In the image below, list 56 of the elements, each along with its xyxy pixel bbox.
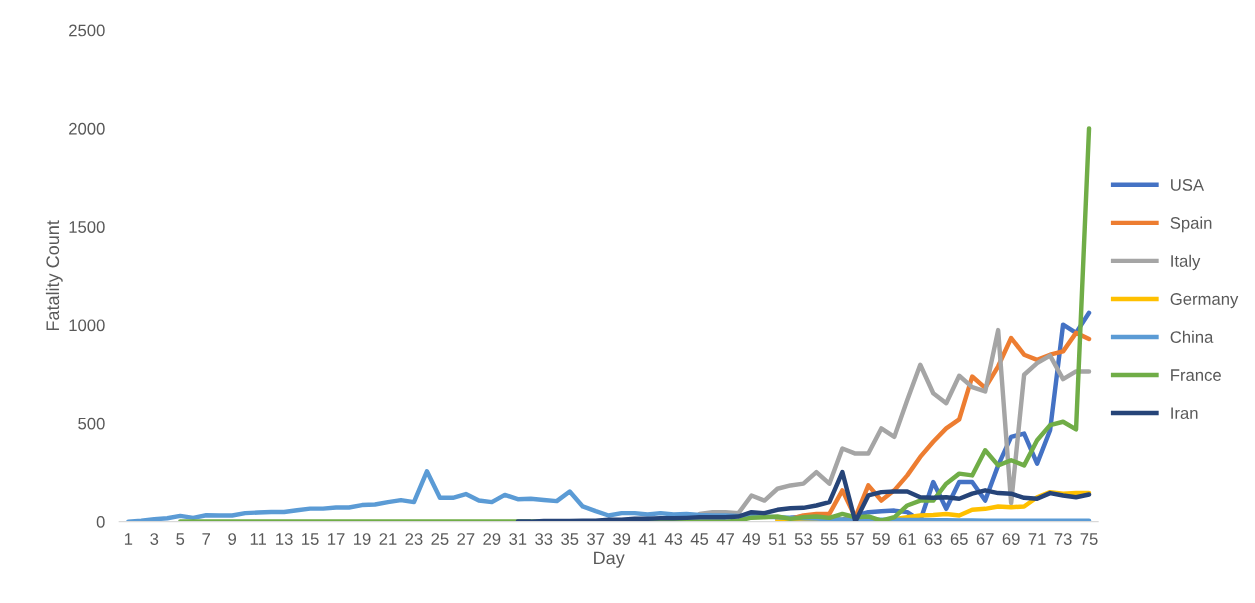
x-tick-label: 59 — [872, 533, 890, 545]
x-tick-label: 33 — [535, 533, 553, 545]
x-tick-label: 53 — [794, 533, 812, 545]
x-tick-label: 69 — [1002, 533, 1020, 545]
x-tick-label: 41 — [638, 533, 657, 545]
x-tick-label: 37 — [587, 533, 605, 545]
x-tick-label: 9 — [228, 533, 237, 545]
x-tick-label: 25 — [431, 533, 449, 545]
legend-label: Italy — [1171, 254, 1201, 271]
legend-label: Iran — [1171, 407, 1198, 420]
y-tick-label: 500 — [78, 417, 105, 430]
legend-label: Germany — [1170, 293, 1239, 309]
y-tick-label: 2000 — [69, 122, 105, 135]
x-tick-label: 35 — [561, 533, 579, 545]
y-axis-title: Fatality Count — [45, 220, 63, 331]
x-axis-title: Day — [594, 551, 625, 568]
x-tick-label: 27 — [457, 533, 475, 545]
x-tick-label: 15 — [302, 533, 319, 545]
line-series — [515, 469, 1092, 522]
x-tick-label: 63 — [924, 533, 942, 545]
x-tick-label: 1 — [124, 533, 133, 545]
x-tick-label: 29 — [483, 533, 501, 545]
x-tick-label: 31 — [509, 533, 527, 545]
x-tick-label: 19 — [354, 533, 371, 545]
x-tick-label: 71 — [1028, 533, 1046, 545]
x-tick-label: 65 — [950, 533, 968, 545]
y-tick-label: 2500 — [69, 24, 105, 37]
y-tick-label: 1500 — [69, 221, 105, 233]
y-tick-label: 1000 — [69, 319, 105, 332]
x-tick-label: 13 — [276, 533, 293, 545]
x-tick-label: 17 — [328, 533, 345, 545]
x-tick-label: 5 — [176, 533, 185, 545]
x-tick-label: 73 — [1054, 533, 1072, 545]
x-tick-label: 39 — [613, 533, 631, 545]
x-tick-label: 45 — [690, 533, 709, 545]
x-tick-label: 47 — [716, 533, 734, 545]
legend-label: France — [1171, 369, 1221, 381]
x-tick-label: 49 — [742, 533, 760, 545]
legend-label: China — [1170, 330, 1214, 343]
x-tick-label: 67 — [976, 533, 994, 545]
x-tick-label: 23 — [405, 533, 423, 545]
x-tick-label: 43 — [664, 533, 683, 545]
x-tick-label: 3 — [150, 533, 159, 545]
x-tick-label: 57 — [846, 533, 864, 545]
x-tick-label: 51 — [768, 533, 786, 545]
x-tick-label: 21 — [379, 533, 397, 545]
legend-label: USA — [1171, 179, 1205, 191]
x-tick-label: 11 — [250, 533, 266, 545]
x-tick-label: 61 — [898, 533, 916, 545]
legend-label: Spain — [1170, 216, 1212, 233]
line-series — [697, 327, 1092, 517]
x-tick-label: 75 — [1080, 533, 1098, 545]
x-tick-label: 7 — [202, 533, 211, 545]
line-series — [178, 126, 1092, 522]
x-tick-label: 55 — [820, 533, 838, 545]
y-tick-label: 0 — [96, 516, 105, 528]
